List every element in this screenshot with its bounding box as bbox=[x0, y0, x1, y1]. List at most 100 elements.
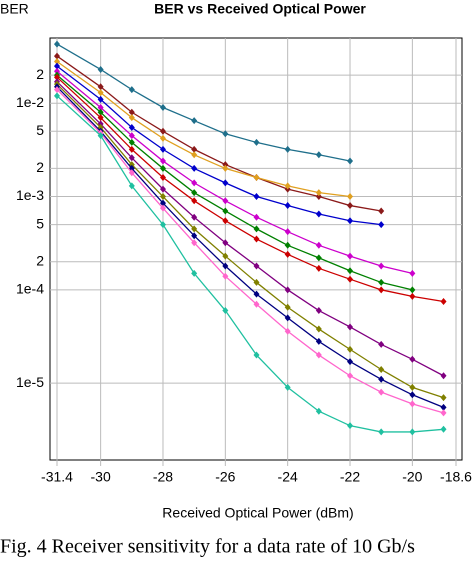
data-point bbox=[128, 169, 135, 177]
data-point bbox=[409, 383, 416, 391]
caption: Fig. 4 Receiver sensitivity for a data r… bbox=[0, 536, 415, 558]
data-point bbox=[54, 57, 60, 65]
data-point bbox=[284, 327, 291, 335]
data-point bbox=[347, 372, 354, 380]
data-point bbox=[159, 134, 166, 142]
data-point bbox=[253, 193, 260, 201]
data-point bbox=[284, 286, 291, 294]
y-tick-label: 2 bbox=[36, 252, 44, 268]
data-point bbox=[284, 145, 291, 153]
y-tick-label: 2 bbox=[36, 66, 44, 82]
data-point bbox=[128, 108, 135, 116]
data-point bbox=[315, 264, 322, 272]
data-point bbox=[191, 213, 198, 221]
y-tick-label: 1e-5 bbox=[16, 374, 44, 390]
data-point bbox=[284, 202, 291, 210]
data-point bbox=[159, 199, 166, 207]
data-point bbox=[378, 388, 385, 396]
data-point bbox=[159, 157, 166, 165]
series-line bbox=[56, 74, 413, 291]
data-point bbox=[222, 239, 229, 247]
data-point bbox=[54, 73, 60, 81]
y-tick-label: 1e-4 bbox=[16, 281, 44, 297]
data-point bbox=[440, 297, 447, 305]
data-point bbox=[128, 145, 135, 153]
data-point bbox=[191, 117, 198, 125]
data-point bbox=[378, 262, 385, 270]
data-point bbox=[191, 269, 198, 277]
data-point bbox=[191, 197, 198, 205]
data-point bbox=[315, 254, 322, 262]
y-tick-label: 5 bbox=[36, 215, 44, 231]
data-point bbox=[128, 182, 135, 190]
data-point bbox=[315, 307, 322, 315]
chart-title: BER vs Received Optical Power bbox=[154, 1, 366, 17]
data-point bbox=[315, 151, 322, 159]
x-tick-label: -30 bbox=[91, 469, 111, 485]
data-point bbox=[222, 252, 229, 260]
data-point bbox=[159, 193, 166, 201]
data-point bbox=[378, 365, 385, 373]
data-point bbox=[409, 428, 416, 436]
data-point bbox=[409, 269, 416, 277]
data-point bbox=[54, 52, 60, 60]
data-point bbox=[128, 154, 135, 162]
data-point bbox=[409, 400, 416, 408]
data-point bbox=[54, 62, 60, 70]
y-tick-label: 2 bbox=[36, 159, 44, 175]
data-point bbox=[284, 314, 291, 322]
x-tick-label: -26 bbox=[215, 469, 235, 485]
data-point bbox=[315, 193, 322, 201]
data-point bbox=[159, 127, 166, 135]
data-point bbox=[253, 173, 260, 181]
data-point bbox=[315, 189, 322, 197]
data-point bbox=[128, 114, 135, 122]
data-point bbox=[191, 164, 198, 172]
data-point bbox=[378, 207, 385, 215]
data-point bbox=[253, 262, 260, 270]
data-point bbox=[191, 179, 198, 187]
data-point bbox=[409, 286, 416, 294]
data-point bbox=[378, 428, 385, 436]
data-point bbox=[159, 164, 166, 172]
data-point bbox=[97, 108, 104, 116]
y-tick-label: 1e-3 bbox=[16, 187, 44, 203]
data-point bbox=[253, 300, 260, 308]
data-point bbox=[347, 267, 354, 275]
data-point bbox=[253, 290, 260, 298]
data-point bbox=[347, 217, 354, 225]
data-point bbox=[191, 189, 198, 197]
y-tick-label: 1e-2 bbox=[16, 94, 44, 110]
x-tick-label: -24 bbox=[278, 469, 298, 485]
data-point bbox=[347, 275, 354, 283]
data-point bbox=[315, 337, 322, 345]
data-point bbox=[128, 123, 135, 131]
data-point bbox=[315, 351, 322, 359]
data-point bbox=[253, 225, 260, 233]
data-point bbox=[54, 86, 60, 94]
data-point bbox=[159, 103, 166, 111]
data-point bbox=[159, 145, 166, 153]
data-point bbox=[97, 83, 104, 91]
data-point bbox=[284, 182, 291, 190]
data-point bbox=[378, 340, 385, 348]
data-point bbox=[347, 202, 354, 210]
data-point bbox=[222, 217, 229, 225]
data-point bbox=[253, 213, 260, 221]
series-line bbox=[56, 43, 351, 162]
data-point bbox=[315, 407, 322, 415]
data-point bbox=[159, 204, 166, 212]
x-tick-label: -31.4 bbox=[41, 469, 73, 485]
data-point bbox=[128, 138, 135, 146]
data-point bbox=[315, 325, 322, 333]
data-point bbox=[253, 278, 260, 286]
x-tick-label: -18.6 bbox=[440, 469, 472, 485]
x-tick-label: -20 bbox=[402, 469, 422, 485]
data-point bbox=[128, 86, 135, 94]
data-point bbox=[409, 391, 416, 399]
data-point bbox=[315, 241, 322, 249]
data-point bbox=[222, 161, 229, 169]
data-point bbox=[128, 132, 135, 140]
